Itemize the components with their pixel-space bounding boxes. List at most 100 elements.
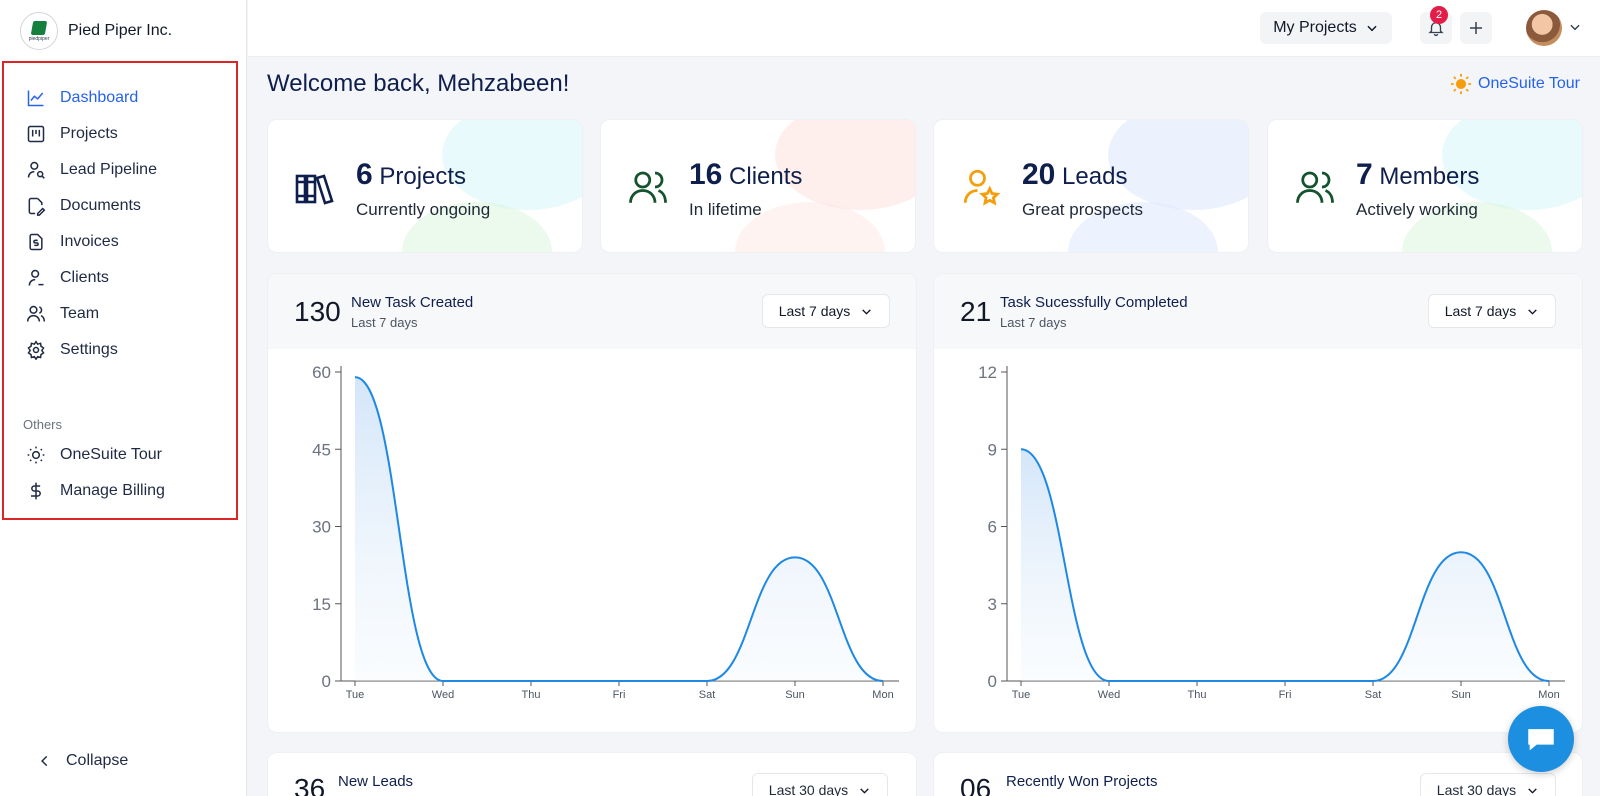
user-star-icon [963, 169, 1001, 206]
chevron-down-icon [1528, 308, 1538, 315]
gear-icon [27, 340, 45, 360]
range-dropdown[interactable]: Last 30 days [752, 773, 888, 796]
sidebar: piedpiper Pied Piper Inc. Dashboard Proj… [0, 0, 247, 796]
card-header: 130 New Task Created Last 7 days Last 7 … [268, 274, 916, 349]
range-label: Last 7 days [778, 303, 851, 319]
chart-line-icon [27, 90, 44, 107]
card-title: New Leads [338, 773, 414, 790]
y-tick-label: 45 [312, 440, 331, 459]
x-tick-label: Mon [872, 689, 893, 701]
sidebar-item-label: Invoices [60, 233, 119, 250]
y-tick-label: 12 [978, 363, 997, 382]
range-dropdown[interactable]: Last 7 days [1428, 294, 1556, 328]
chat-icon [1528, 729, 1554, 751]
sidebar-item-manage-billing[interactable]: Manage Billing [26, 473, 226, 509]
sidebar-item-lead-pipeline[interactable]: Lead Pipeline [26, 152, 226, 188]
sun-icon [1450, 73, 1472, 95]
chevron-down-icon [862, 308, 872, 315]
highlight-box [2, 61, 238, 520]
stat-clients-value: 16 Clients [689, 158, 803, 191]
x-tick-label: Fri [613, 689, 626, 701]
sidebar-item-projects[interactable]: Projects [26, 116, 226, 152]
card-total: 36 [294, 773, 326, 796]
series-line [1020, 448, 1550, 683]
sidebar-item-label: Projects [60, 125, 118, 142]
sidebar-others-nav: OneSuite Tour Manage Billing [26, 437, 226, 509]
card-recently-won-projects: 06 Recently Won Projects Last 30 days [933, 752, 1583, 796]
plus-icon [1470, 22, 1482, 34]
x-tick-label: Mon [1538, 689, 1559, 701]
onesuite-tour-link[interactable]: OneSuite Tour [1450, 73, 1580, 95]
chart-card-completed-tasks: 21 Task Sucessfully Completed Last 7 day… [933, 273, 1583, 733]
stat-card-leads[interactable]: 20 Leads Great prospects [933, 119, 1249, 253]
x-tick-label: Thu [1188, 689, 1207, 701]
sidebar-item-team[interactable]: Team [26, 296, 226, 332]
users-icon [1296, 171, 1334, 203]
users-icon [629, 171, 667, 203]
notification-badge: 2 [1430, 6, 1448, 24]
sidebar-item-label: Manage Billing [60, 482, 165, 499]
chevron-down-icon[interactable] [1568, 20, 1582, 34]
x-tick-label: Sun [1451, 689, 1471, 701]
brand[interactable]: piedpiper Pied Piper Inc. [20, 12, 172, 50]
chevron-down-icon [860, 787, 869, 794]
range-label: Last 30 days [1436, 782, 1517, 796]
range-dropdown[interactable]: Last 30 days [1420, 773, 1556, 796]
sidebar-item-label: OneSuite Tour [60, 446, 162, 463]
x-tick-label: Sun [785, 689, 805, 701]
stat-projects-sub: Currently ongoing [356, 200, 491, 219]
series-area [355, 377, 883, 681]
card-title: New Task Created [351, 294, 474, 311]
sidebar-item-label: Team [60, 305, 100, 322]
sidebar-item-clients[interactable]: Clients [26, 260, 226, 296]
y-tick-label: 15 [312, 595, 331, 614]
users-icon [26, 305, 46, 322]
my-projects-dropdown[interactable]: My Projects [1260, 12, 1392, 44]
card-total: 130 [294, 296, 341, 327]
sidebar-item-settings[interactable]: Settings [26, 332, 226, 368]
sidebar-item-label: Dashboard [60, 89, 139, 106]
card-subtitle: Last 7 days [351, 315, 418, 330]
my-projects-label: My Projects [1273, 19, 1357, 36]
stat-members-value: 7 Members [1356, 158, 1480, 191]
stat-card-members[interactable]: 7 Members Actively working [1267, 119, 1583, 253]
x-tick-label: Tue [1012, 689, 1031, 701]
chevron-down-icon [1528, 787, 1537, 794]
stat-card-projects[interactable]: 6 Projects Currently ongoing [267, 119, 583, 253]
sidebar-item-onesuite-tour[interactable]: OneSuite Tour [26, 437, 226, 473]
dollar-icon [31, 482, 41, 500]
add-button[interactable] [1460, 12, 1492, 44]
brand-name: Pied Piper Inc. [68, 22, 173, 39]
chevron-down-icon [1367, 25, 1377, 32]
others-section-label: Others [23, 417, 63, 432]
top-bar: My Projects 2 [248, 0, 1600, 57]
sidebar-item-documents[interactable]: Documents [26, 188, 226, 224]
stat-clients-sub: In lifetime [689, 200, 762, 219]
y-tick-label: 9 [988, 440, 997, 459]
y-tick-label: 6 [988, 518, 997, 537]
x-tick-label: Sat [1365, 689, 1382, 701]
sidebar-item-label: Settings [60, 341, 118, 358]
chart-completed-tasks: 0 3 6 9 12 Tue Wed Thu Fri Sat Sun Mon [978, 363, 1565, 701]
sidebar-item-dashboard[interactable]: Dashboard [26, 80, 226, 116]
sidebar-item-invoices[interactable]: Invoices [26, 224, 226, 260]
card-header: 21 Task Sucessfully Completed Last 7 day… [934, 274, 1582, 349]
sun-icon [27, 446, 45, 464]
invoice-icon [29, 233, 43, 251]
collapse-button[interactable]: Collapse [38, 752, 128, 770]
page-title: Welcome back, Mehzabeen! [267, 70, 570, 97]
sidebar-nav: Dashboard Projects Lead Pipeline Documen… [26, 80, 226, 368]
x-tick-label: Thu [522, 689, 541, 701]
x-tick-label: Tue [346, 689, 365, 701]
stat-card-clients[interactable]: 16 Clients In lifetime [600, 119, 916, 253]
range-label: Last 30 days [768, 782, 849, 796]
x-tick-label: Sat [699, 689, 716, 701]
chat-button[interactable] [1508, 706, 1574, 772]
chart-card-new-tasks: 130 New Task Created Last 7 days Last 7 … [267, 273, 917, 733]
document-edit-icon [28, 197, 46, 216]
range-dropdown[interactable]: Last 7 days [762, 294, 890, 328]
stat-members-sub: Actively working [1356, 200, 1478, 219]
avatar[interactable] [1526, 10, 1562, 46]
y-tick-label: 60 [312, 363, 331, 382]
y-tick-label: 0 [988, 672, 997, 691]
